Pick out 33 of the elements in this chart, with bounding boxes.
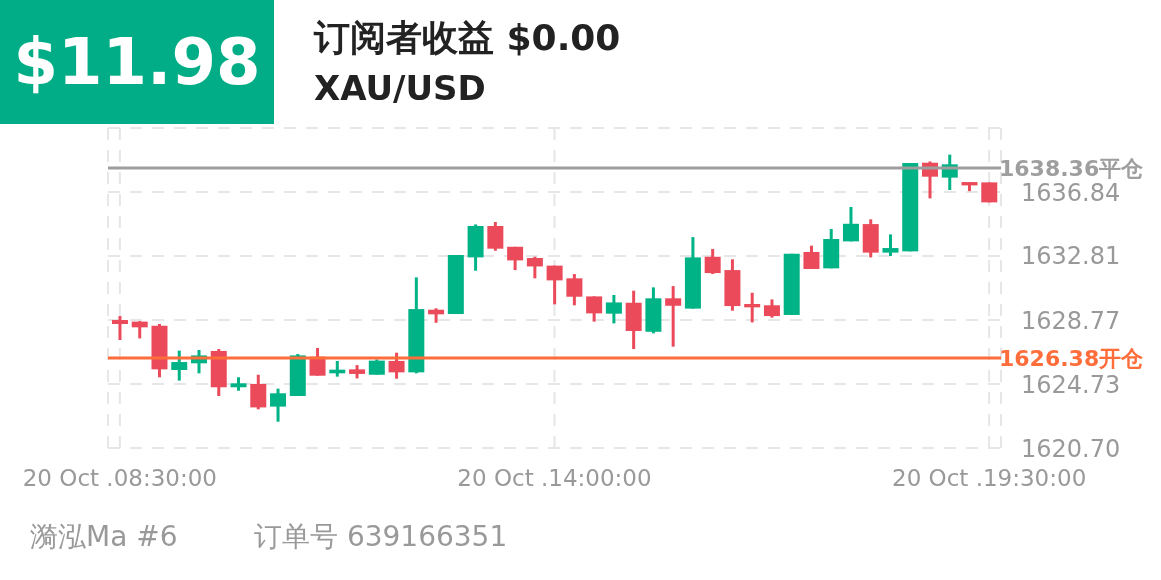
candlestick xyxy=(546,265,563,305)
candlestick xyxy=(744,291,761,323)
ref-line-label: 1626.38开仓 xyxy=(999,345,1145,371)
candlestick xyxy=(526,255,543,279)
candlestick xyxy=(763,299,780,318)
chart-subtitle: XAU/USD xyxy=(314,68,486,108)
y-tick-label: 1620.70 xyxy=(1021,434,1121,463)
x-tick-label: 20 Oct .14:00:00 xyxy=(457,465,652,492)
candlestick xyxy=(566,274,583,306)
y-tick-label: 1624.73 xyxy=(1021,370,1121,399)
candlestick xyxy=(270,388,287,422)
candlestick xyxy=(250,374,267,410)
y-tick-label: 1628.77 xyxy=(1021,306,1121,335)
candlestick xyxy=(842,206,859,242)
price-box: $11.98 xyxy=(0,0,274,124)
x-tick-label: 20 Oct .08:30:00 xyxy=(22,465,217,492)
candlestick xyxy=(882,234,899,256)
candlestick xyxy=(111,316,128,341)
y-tick-label: 1636.84 xyxy=(1021,178,1121,207)
text: 漪泓Ma #6 xyxy=(30,519,178,555)
text: 订单号 639166351 xyxy=(254,519,508,555)
candlestick xyxy=(487,222,504,251)
y-tick-label: 1632.81 xyxy=(1021,242,1121,271)
candlestick xyxy=(704,248,721,276)
candlestick xyxy=(803,245,820,269)
candlestick xyxy=(665,286,682,347)
candlestick xyxy=(388,352,405,379)
ref-line-label: 1638.36平仓 xyxy=(999,155,1145,181)
candlestick xyxy=(171,350,188,381)
candlestick xyxy=(605,294,622,324)
candlestick xyxy=(586,296,603,322)
x-tick-label: 20 Oct .19:30:00 xyxy=(892,465,1087,492)
chart-title: 订阅者收益 $0.00 xyxy=(314,16,621,60)
